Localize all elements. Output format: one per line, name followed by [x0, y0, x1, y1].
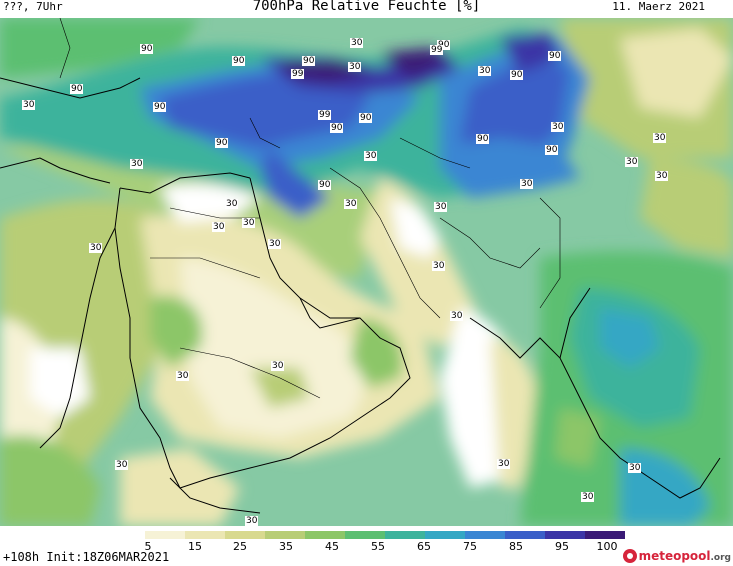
contour-label: 30 [655, 171, 669, 181]
colorbar-swatch [465, 531, 505, 539]
colorbar-swatch [385, 531, 425, 539]
contour-label: 90 [437, 40, 451, 50]
contour-label: 30 [364, 151, 378, 161]
colorbar-tick-label: 25 [233, 540, 247, 553]
colorbar-swatch [185, 531, 225, 539]
colorbar-swatch [225, 531, 265, 539]
colorbar-tick-label: 55 [371, 540, 385, 553]
colorbar-tick-label: 100 [596, 540, 618, 553]
logo-suffix: .org [710, 552, 731, 563]
contour-label: 90 [548, 51, 562, 61]
colorbar-swatch [265, 531, 305, 539]
valid-time-label: ???, 7Uhr [3, 0, 63, 13]
contour-label: 30 [478, 66, 492, 76]
contour-label: 90 [153, 102, 167, 112]
colorbar-swatch [585, 531, 625, 539]
contour-label: 30 [581, 492, 595, 502]
coastlines [0, 77, 721, 514]
contour-label: 30 [212, 222, 226, 232]
valid-date-label: 11. Maerz 2021 [612, 0, 705, 13]
contour-label: 30 [176, 371, 190, 381]
colorbar-swatch [145, 531, 185, 539]
contour-label: 30 [344, 199, 358, 209]
contour-label: 90 [318, 180, 332, 190]
colorbar-tick-label: 35 [279, 540, 293, 553]
header: ???, 7Uhr 700hPa Relative Feuchte [%] 11… [0, 0, 733, 18]
contour-label: 90 [302, 56, 316, 66]
contour-label: 99 [318, 110, 332, 120]
colorbar-swatch [305, 531, 345, 539]
humidity-map: 90 90 90 90 99 99 90 90 90 90 90 99 90 9… [0, 18, 733, 526]
map-title: 700hPa Relative Feuchte [%] [252, 0, 481, 14]
contour-label: 99 [430, 45, 444, 55]
contour-label: 90 [476, 134, 490, 144]
colorbar-swatch [545, 531, 585, 539]
contour-label: 30 [115, 460, 129, 470]
colorbar-tick-label: 45 [325, 540, 339, 553]
contour-label: 30 [653, 133, 667, 143]
contour-label: 90 [140, 44, 154, 54]
contour-label: 30 [89, 243, 103, 253]
humidity-field [0, 18, 733, 526]
contour-label: 30 [350, 38, 364, 48]
contour-label: 30 [450, 311, 464, 321]
contour-label: 90 [70, 84, 84, 94]
logo-icon [622, 549, 637, 563]
contour-label: 30 [497, 459, 511, 469]
colorbar-labels: 5 15 25 35 45 55 65 75 85 95 100 [0, 540, 733, 554]
colorbar-swatch [425, 531, 465, 539]
contour-label: 30 [245, 516, 259, 526]
colorbar-tick-label: 15 [188, 540, 202, 553]
colorbar-tick-label: 75 [463, 540, 477, 553]
logo-text: meteopool [638, 549, 711, 563]
contour-label: 90 [510, 70, 524, 80]
contour-label: 30 [22, 100, 36, 110]
colorbar-swatch [345, 531, 385, 539]
contour-label: 30 [271, 361, 285, 371]
contour-label: 30 [432, 261, 446, 271]
colorbar-tick-label: 85 [509, 540, 523, 553]
contour-label: 30 [225, 199, 239, 209]
contour-label: 90 [215, 138, 229, 148]
colorbar-tick-label: 95 [555, 540, 569, 553]
run-info: +108h Init:18Z06MAR2021 [3, 550, 170, 564]
contour-label: 30 [268, 239, 282, 249]
contour-label: 30 [130, 159, 144, 169]
contour-label: 30 [625, 157, 639, 167]
colorbar-swatch [505, 531, 545, 539]
contour-label: 30 [242, 218, 256, 228]
contour-label: 99 [291, 69, 305, 79]
meteopool-logo[interactable]: meteopool .org [622, 547, 731, 565]
contour-label: 30 [348, 62, 362, 72]
contour-label: 30 [628, 463, 642, 473]
colorbar [105, 531, 625, 539]
contour-label: 90 [545, 145, 559, 155]
contour-label: 90 [359, 113, 373, 123]
colorbar-tick-label: 65 [417, 540, 431, 553]
contour-label: 90 [232, 56, 246, 66]
contour-label: 30 [434, 202, 448, 212]
contour-label: 90 [330, 123, 344, 133]
colorbar-swatch [105, 531, 145, 539]
colorbar-tick-label: 5 [144, 540, 152, 553]
contour-label: 30 [520, 179, 534, 189]
contour-label: 30 [551, 122, 565, 132]
